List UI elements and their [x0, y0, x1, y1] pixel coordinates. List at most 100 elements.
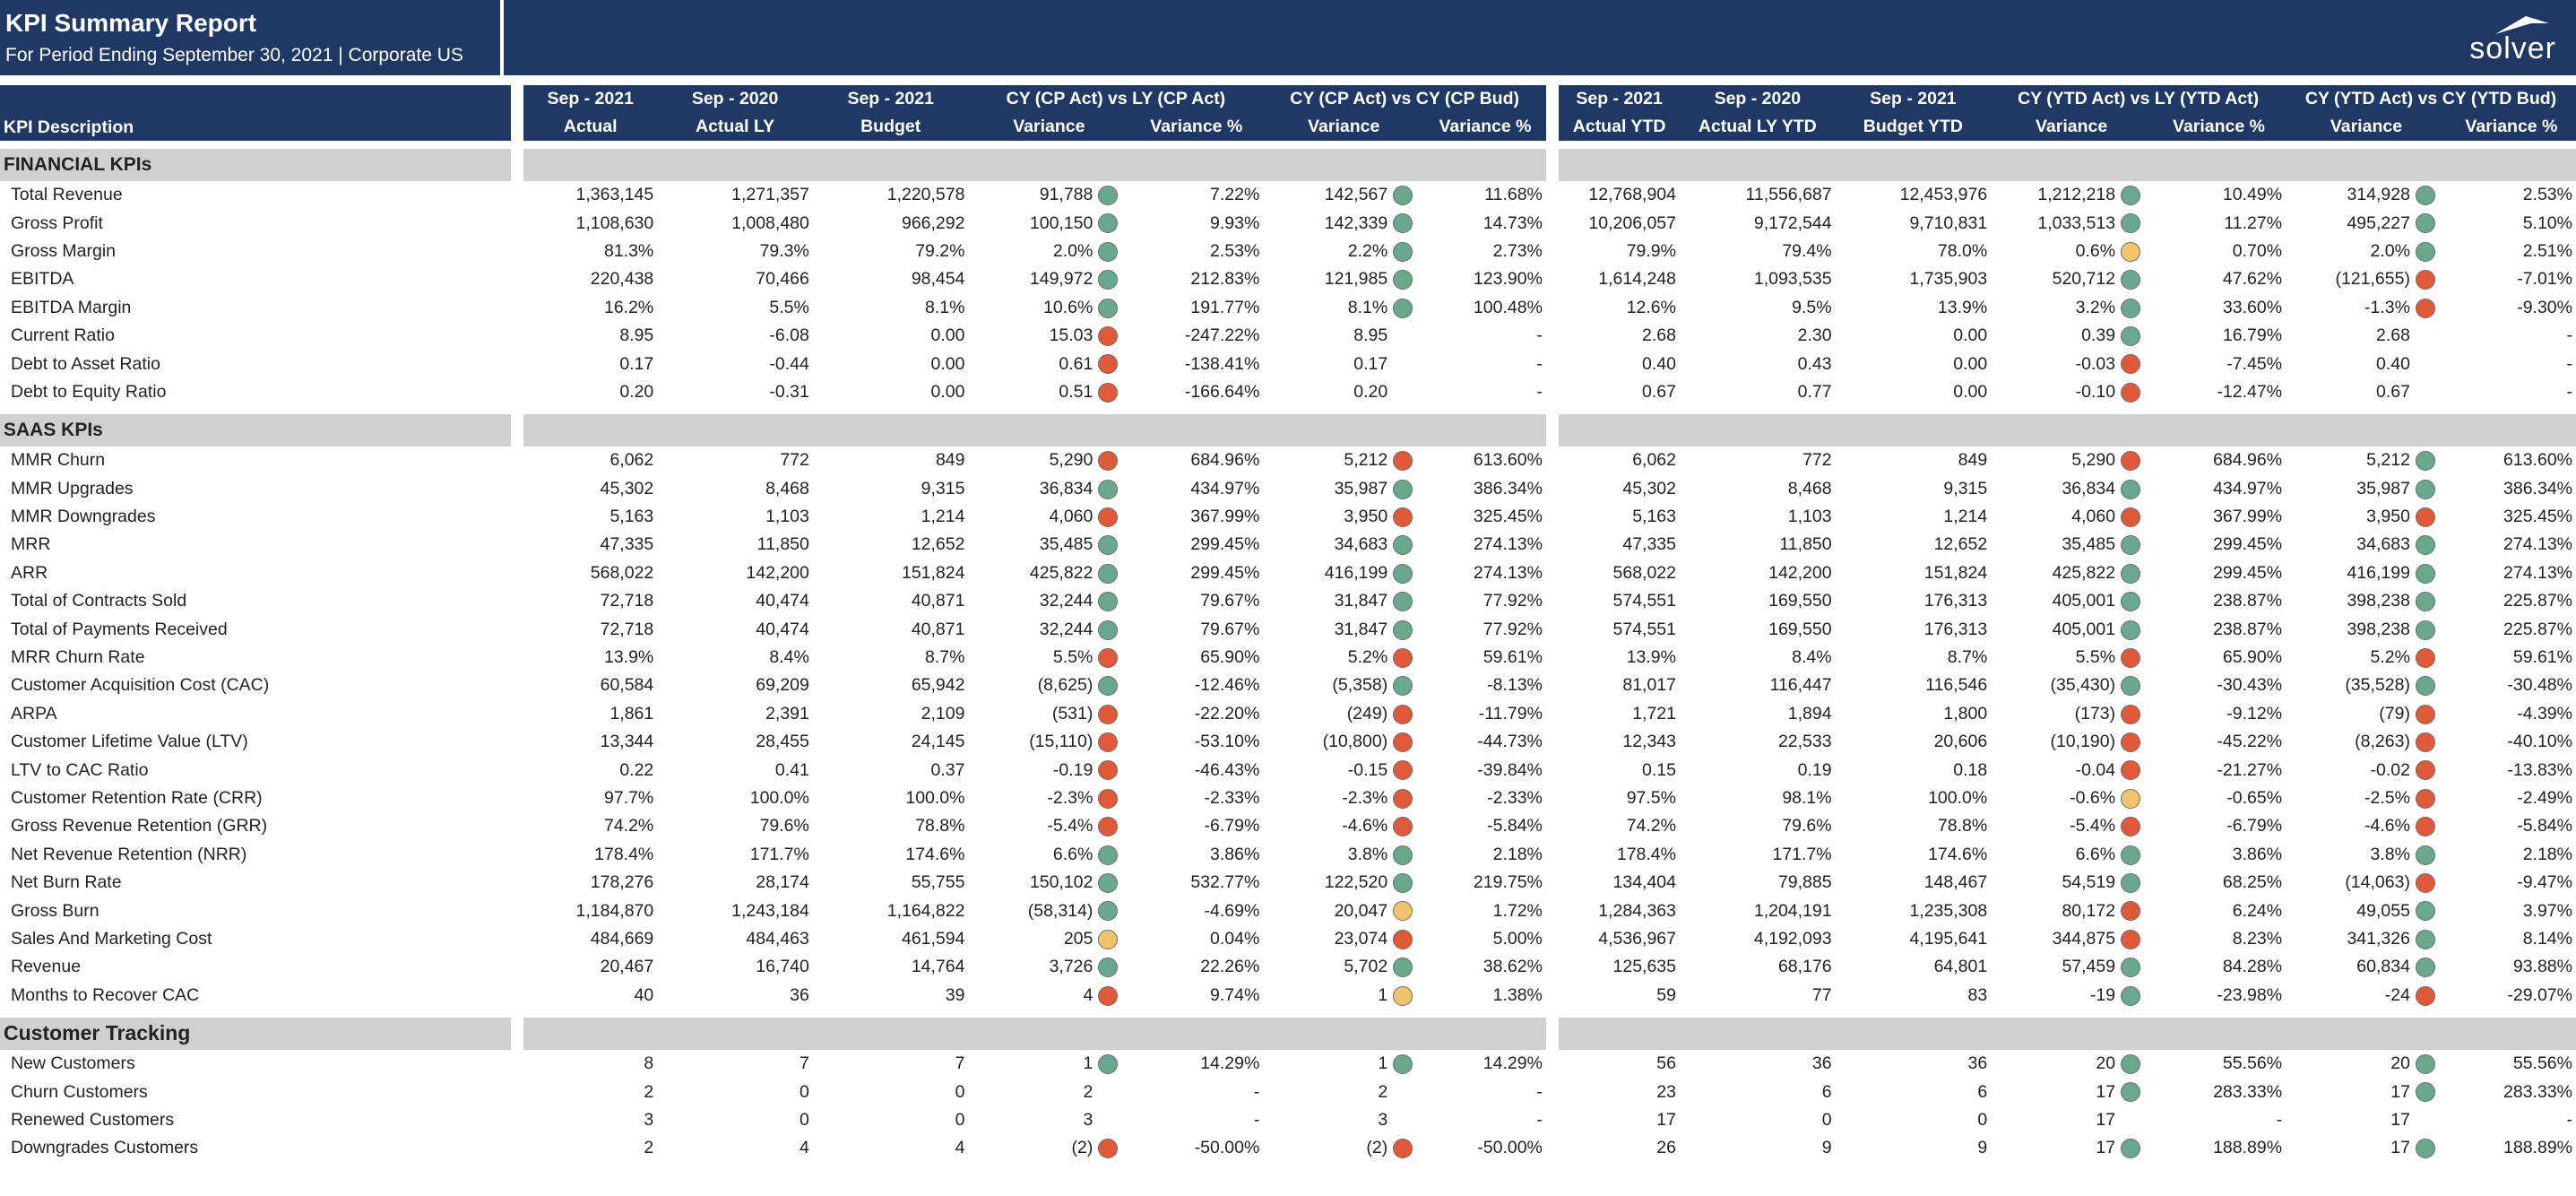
cp-vs-bud-status-cell	[1387, 1134, 1424, 1162]
cp-vs-ly-status-cell	[1093, 897, 1129, 924]
status-dot-icon	[2121, 1082, 2141, 1103]
ytd-vs-ly-variance-pct: 283.33%	[2213, 1081, 2283, 1102]
cp-vs-ly-status-cell	[1093, 925, 1129, 953]
table-row: Customer Retention Rate (CRR) 97.7% 100.0%…	[0, 784, 2576, 812]
value-budget: 0.37	[930, 759, 965, 780]
status-dot-icon	[1393, 845, 1413, 865]
status-dot-icon	[1393, 535, 1413, 556]
ytd-vs-ly-variance-pct: 10.49%	[2222, 185, 2283, 205]
kpi-label: Customer Retention Rate (CRR)	[11, 788, 263, 808]
status-dot-icon	[1393, 788, 1413, 809]
value-actual-ytd: 1,614,248	[1598, 269, 1676, 290]
cp-vs-ly-status-cell	[1093, 812, 1129, 840]
cp-vs-bud-variance: (10,800)	[1322, 732, 1388, 752]
cp-vs-bud-status-cell	[1387, 812, 1424, 840]
ytd-vs-bud-variance-pct: 274.13%	[2503, 534, 2572, 555]
value-budget-ytd: 9	[1977, 1138, 1988, 1158]
status-dot-icon	[1393, 901, 1413, 922]
status-dot-icon	[2121, 270, 2141, 290]
cp-vs-bud-variance: (249)	[1346, 703, 1388, 724]
value-budget: 40,871	[911, 619, 965, 639]
value-actual-ly: 5.5%	[769, 297, 809, 317]
ytd-vs-ly-variance-pct: -0.65%	[2226, 788, 2283, 808]
cp-vs-bud-variance: 122,520	[1324, 872, 1388, 893]
value-actual-ly: 772	[780, 450, 809, 471]
cp-vs-ly-status-cell	[1093, 982, 1129, 1010]
value-budget: 849	[935, 450, 965, 471]
status-dot-icon	[1098, 760, 1119, 781]
ytd-vs-ly-variance-pct: -6.79%	[2226, 816, 2283, 836]
col-header-kpi-description: KPI Description	[0, 85, 511, 141]
value-actual: 60,584	[600, 675, 654, 696]
ytd-vs-ly-variance: 6.6%	[2075, 844, 2116, 864]
value-actual-ly-ytd: 0	[1821, 1109, 1832, 1130]
cp-vs-bud-variance: 5,702	[1344, 957, 1388, 977]
value-actual-ly-ytd: 169,550	[1768, 591, 1832, 611]
status-dot-icon	[1098, 1139, 1119, 1159]
cp-vs-ly-variance: (8,625)	[1037, 675, 1094, 696]
ytd-vs-bud-variance-pct: -	[2566, 1109, 2573, 1130]
ytd-vs-bud-variance-pct: 59.61%	[2512, 647, 2572, 668]
status-dot-icon	[2415, 241, 2435, 262]
value-budget: 0.00	[930, 381, 965, 402]
value-budget-ytd: 9,315	[1943, 478, 1988, 498]
cp-vs-ly-status-cell	[1093, 1050, 1129, 1078]
value-budget: 24,145	[911, 732, 965, 752]
ytd-vs-bud-variance: -4.6%	[2364, 816, 2410, 836]
value-actual: 40	[634, 984, 654, 1005]
row-gap	[1546, 209, 1559, 237]
row-gap	[1546, 238, 1559, 265]
ytd-vs-bud-status-cell	[2410, 1078, 2447, 1105]
ytd-vs-ly-variance-pct: -7.45%	[2226, 353, 2283, 374]
cp-vs-ly-status-cell	[1093, 700, 1129, 728]
value-actual: 13.9%	[603, 647, 654, 668]
table-row: Net Revenue Retention (NRR) 178.4% 171.7% 1…	[0, 841, 2576, 869]
cp-vs-bud-variance: 0.20	[1353, 381, 1388, 402]
kpi-label: Total of Contracts Sold	[11, 591, 187, 611]
section-gap	[1545, 414, 1560, 447]
status-dot-icon	[2121, 1053, 2141, 1074]
ytd-vs-bud-variance: 398,238	[2347, 591, 2410, 611]
status-dot-icon	[2121, 732, 2141, 753]
status-dot-icon	[2415, 1139, 2435, 1159]
cp-vs-ly-variance-pct: 7.22%	[1210, 185, 1260, 205]
ytd-vs-bud-variance-pct: -	[2566, 353, 2573, 374]
status-dot-icon	[1098, 354, 1119, 375]
status-dot-icon	[1098, 676, 1119, 697]
status-dot-icon	[2415, 186, 2435, 206]
ytd-vs-ly-variance: 17	[2096, 1081, 2116, 1102]
status-dot-icon	[2415, 479, 2435, 499]
status-dot-icon	[1393, 647, 1413, 668]
value-budget-ytd: 0.00	[1953, 325, 1988, 346]
cp-vs-bud-variance-pct: 325.45%	[1473, 507, 1543, 527]
status-dot-icon	[1393, 213, 1413, 234]
status-dot-icon	[2121, 817, 2141, 837]
ytd-vs-ly-variance-pct: 188.89%	[2213, 1138, 2283, 1158]
ytd-vs-ly-variance: -0.04	[2075, 759, 2116, 780]
cp-vs-ly-status-cell	[1093, 644, 1129, 672]
ytd-vs-ly-variance: (35,430)	[2050, 675, 2116, 696]
ytd-vs-ly-variance: 0.39	[2081, 325, 2116, 346]
row-gap	[1546, 265, 1559, 293]
value-budget: 1,220,578	[886, 185, 965, 205]
table-row: Gross Revenue Retention (GRR) 74.2% 79.6% 7…	[0, 812, 2576, 840]
status-dot-icon	[1098, 213, 1119, 234]
row-gap	[511, 238, 523, 265]
kpi-label: Current Ratio	[11, 325, 115, 346]
cp-vs-ly-variance-pct: -22.20%	[1194, 703, 1260, 724]
kpi-table-wrap: KPI Description Sep - 2021 Sep - 2020 Se…	[0, 85, 2576, 1163]
value-budget-ytd: 176,313	[1923, 619, 1988, 639]
row-gap	[1546, 1050, 1559, 1078]
ytd-vs-ly-variance-pct: 434.97%	[2213, 478, 2283, 498]
section-title: FINANCIAL KPIs	[0, 149, 511, 181]
solver-logo: solver	[2449, 13, 2556, 66]
value-actual-ly: 8.4%	[769, 647, 809, 668]
value-actual-ly: 28,455	[756, 732, 809, 752]
section-fill	[523, 414, 1546, 447]
value-actual-ytd: 0.40	[1642, 353, 1676, 374]
section-spacer	[0, 141, 2576, 149]
cp-vs-ly-variance: -0.19	[1052, 759, 1094, 780]
cp-vs-bud-variance-pct: -	[1536, 1109, 1543, 1130]
row-gap	[511, 531, 523, 559]
cp-vs-ly-status-cell	[1093, 784, 1129, 812]
